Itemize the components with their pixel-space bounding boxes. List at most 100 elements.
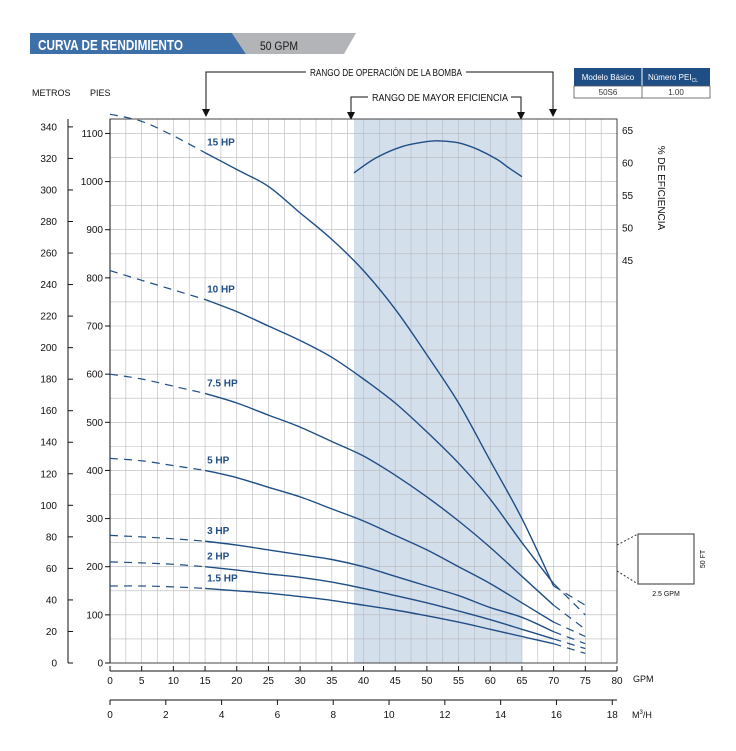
m3h-tick-label: 8 xyxy=(330,710,336,721)
feet-tick-label: 100 xyxy=(86,610,103,621)
feet-tick-label: 300 xyxy=(86,514,103,525)
curve-label-5-hp: 5 HP xyxy=(207,455,230,466)
curve-label-3-hp: 3 HP xyxy=(207,526,230,537)
operating-range-bracket-left xyxy=(205,71,306,110)
meters-tick-label: 320 xyxy=(40,154,57,165)
curve-10-hp xyxy=(204,298,555,585)
scale-legend-box: 50 FT 2.5 GPM xyxy=(616,533,707,598)
gpm-tick-label: 50 xyxy=(421,676,433,687)
curve-label-1-5-hp: 1.5 HP xyxy=(207,573,238,584)
meters-tick-label: 160 xyxy=(40,406,57,417)
gpm-tick-label: 5 xyxy=(139,676,145,687)
header-banner: CURVA DE RENDIMIENTO 50 GPM xyxy=(30,33,356,54)
curve-5-hp-end-dashed xyxy=(553,621,586,638)
axes: 0204060801001201401601802002202402602803… xyxy=(40,119,634,721)
curve-1-5-hp xyxy=(205,587,554,645)
curve-label-7-5-hp: 7.5 HP xyxy=(207,378,238,389)
meters-tick-label: 60 xyxy=(46,564,58,575)
info-header-pei-sub: CL xyxy=(692,78,699,84)
curve-3-hp-end-dashed xyxy=(553,631,586,645)
info-header-cell-model xyxy=(574,68,642,86)
m3h-tick-label: 2 xyxy=(163,710,169,721)
efficiency-tick-label: 60 xyxy=(622,159,634,170)
curve-15-hp-start-dashed xyxy=(109,113,206,154)
chart-subtitle: 50 GPM xyxy=(260,39,298,53)
info-header-pei-text: Número PEI xyxy=(648,73,692,82)
efficiency-tick-label: 65 xyxy=(622,126,634,137)
operating-range-bracket-right xyxy=(466,71,554,110)
meters-tick-label: 240 xyxy=(40,280,57,291)
meters-tick-label: 140 xyxy=(40,438,57,449)
meters-tick-label: 180 xyxy=(40,375,57,386)
scale-width-label: 2.5 GPM xyxy=(652,591,680,598)
range-arrowheads xyxy=(202,109,557,120)
gpm-tick-label: 0 xyxy=(107,676,113,687)
meters-tick-label: 220 xyxy=(40,312,57,323)
m3h-tick-label: 14 xyxy=(495,710,507,721)
gpm-tick-label: 25 xyxy=(263,676,275,687)
title-banner xyxy=(30,33,246,54)
info-header-cell-pei xyxy=(642,68,710,86)
feet-tick-label: 400 xyxy=(86,466,103,477)
meters-tick-label: 260 xyxy=(40,249,57,260)
gpm-tick-label: 30 xyxy=(295,676,307,687)
info-header-pei: Número PEICL xyxy=(648,73,698,84)
curve-1-5-hp-end-dashed xyxy=(553,643,586,654)
x-axis-m3h-label: M3/H xyxy=(632,710,652,720)
m3h-tick-label: 12 xyxy=(439,710,451,721)
gpm-tick-label: 10 xyxy=(168,676,180,687)
meters-tick-label: 80 xyxy=(46,532,58,543)
info-value-pei: 1.00 xyxy=(668,88,684,97)
feet-tick-label: 1000 xyxy=(81,177,104,188)
info-value-model: 50S6 xyxy=(599,88,618,97)
feet-tick-label: 1100 xyxy=(81,129,103,140)
curve-3-hp-start-dashed xyxy=(109,534,206,542)
curve-5-hp-start-dashed xyxy=(109,457,206,471)
y-axis-efficiency-label: % DE EFICIENCIA xyxy=(655,146,666,231)
chart-title: CURVA DE RENDIMIENTO xyxy=(38,37,183,54)
curve-1-5-hp-start-dashed xyxy=(109,585,206,589)
gpm-tick-label: 45 xyxy=(390,676,402,687)
operating-range-label: RANGO DE OPERACIÓN DE LA BOMBA xyxy=(310,66,462,79)
curve-2-hp-start-dashed xyxy=(109,561,206,568)
feet-tick-label: 500 xyxy=(86,418,103,429)
gpm-tick-label: 40 xyxy=(358,676,370,687)
gpm-tick-label: 75 xyxy=(580,676,592,687)
scale-height-label: 50 FT xyxy=(700,549,707,568)
feet-tick-label: 0 xyxy=(97,659,103,670)
m3h-tick-label: 0 xyxy=(107,710,113,721)
curve-15-hp xyxy=(204,152,555,587)
curve-3-hp xyxy=(205,540,554,633)
meters-tick-label: 120 xyxy=(40,469,57,480)
curve-7-5-hp-end-dashed xyxy=(553,604,586,630)
curves: 15 HP 10 HP 7.5 HP 5 HP 3 HP 2 HP 1.5 HP xyxy=(109,113,586,654)
efficiency-tick-label: 45 xyxy=(622,256,634,267)
feet-tick-label: 900 xyxy=(86,225,103,236)
efficiency-range-label: RANGO DE MAYOR EFICIENCIA xyxy=(372,93,508,104)
meters-tick-label: 100 xyxy=(40,501,57,512)
gpm-tick-label: 70 xyxy=(548,676,560,687)
meters-tick-label: 280 xyxy=(40,217,57,228)
y-axis-meters-label: METROS xyxy=(32,88,71,98)
efficiency-range-bracket-left xyxy=(350,96,368,113)
gpm-tick-label: 20 xyxy=(231,676,243,687)
subtitle-banner xyxy=(232,33,356,54)
curve-label-2-hp: 2 HP xyxy=(207,552,230,563)
curve-7-5-hp-start-dashed xyxy=(109,373,206,394)
curve-5-hp xyxy=(204,469,554,623)
efficiency-curve xyxy=(353,140,523,178)
curve-2-hp xyxy=(205,566,554,640)
feet-tick-label: 700 xyxy=(86,322,103,333)
m3h-tick-label: 16 xyxy=(551,710,563,721)
feet-tick-label: 200 xyxy=(86,562,103,573)
efficiency-range-bracket-right xyxy=(511,96,522,113)
feet-tick-label: 600 xyxy=(86,370,103,381)
curve-10-hp-end-dashed xyxy=(553,583,586,616)
info-header-model: Modelo Básico xyxy=(582,73,635,82)
gpm-tick-label: 65 xyxy=(516,676,528,687)
curve-10-hp-start-dashed xyxy=(109,270,206,301)
gpm-tick-label: 80 xyxy=(611,676,623,687)
meters-tick-label: 40 xyxy=(46,595,58,606)
efficiency-tick-label: 50 xyxy=(622,224,634,235)
